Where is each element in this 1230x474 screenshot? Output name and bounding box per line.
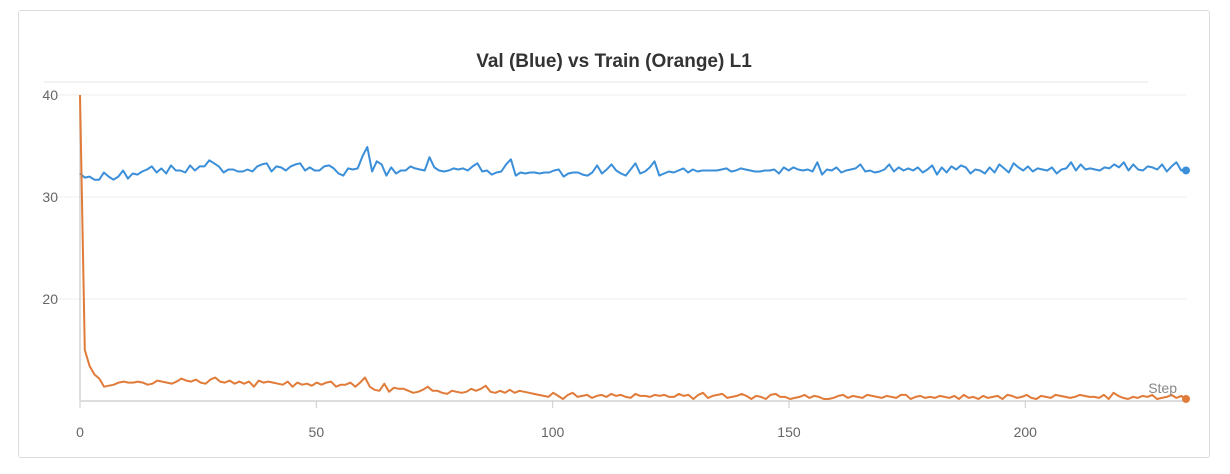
chart-title: Val (Blue) vs Train (Orange) L1 bbox=[476, 51, 752, 72]
grid-lines bbox=[44, 81, 1186, 300]
axes bbox=[79, 95, 1186, 408]
chart-panel: Val (Blue) vs Train (Orange) L1 bbox=[18, 10, 1210, 458]
train-series-end-point bbox=[1182, 394, 1190, 403]
y-tick-label: 30 bbox=[42, 189, 58, 205]
val-series-line bbox=[79, 146, 1187, 181]
x-tick-label: 200 bbox=[1014, 424, 1038, 440]
val-series-end-point bbox=[1182, 166, 1190, 175]
y-tick-label: 20 bbox=[42, 291, 58, 307]
y-tick-label: 40 bbox=[42, 87, 58, 103]
train-series-line bbox=[79, 94, 1187, 400]
x-tick-label: 100 bbox=[541, 424, 565, 440]
x-tick-label: 50 bbox=[309, 424, 325, 440]
x-tick-label: 150 bbox=[777, 424, 801, 440]
x-tick-label: 0 bbox=[76, 424, 84, 440]
tick-labels: 20 30 40 0 50 100 150 200 bbox=[42, 87, 1037, 440]
series-lines bbox=[79, 94, 1190, 403]
x-axis-label: Step bbox=[1148, 380, 1177, 396]
